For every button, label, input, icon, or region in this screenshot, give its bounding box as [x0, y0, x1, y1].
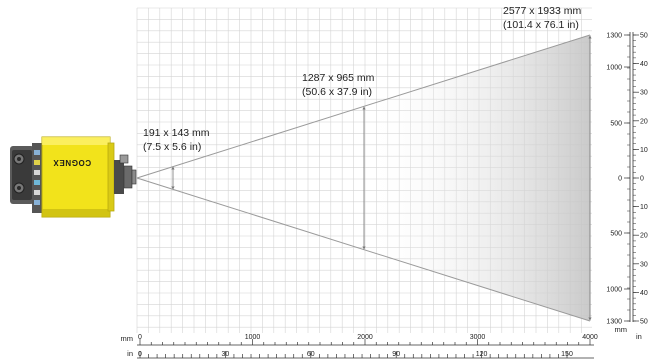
- right-axis-mm-tick-label: 0: [618, 176, 622, 183]
- right-axis-in-tick-label: 30: [640, 261, 648, 268]
- bottom-axis-in-tick-label: 150: [561, 351, 573, 358]
- bottom-axis-mm-tick-label: 2000: [357, 334, 373, 341]
- right-axis-mm-tick-label: 1300: [606, 33, 622, 40]
- right-axis-mm-tick-label: 1000: [606, 65, 622, 72]
- field-of-view-shading: [364, 35, 590, 321]
- right-axis-mm-tick-label: 1300: [606, 319, 622, 326]
- bottom-axis-in-tick-label: 90: [392, 351, 400, 358]
- annotation-near-in: (7.5 x 5.6 in): [143, 141, 201, 153]
- bottom-axis-mm-tick-label: 1000: [245, 334, 261, 341]
- right-axis-mm-tick-label: 500: [610, 121, 622, 128]
- right-axis-in-unit: in: [636, 332, 642, 341]
- bottom-axis-in-tick-label: 120: [476, 351, 488, 358]
- right-axis-in-tick-label: 50: [640, 33, 648, 40]
- dimension-arrows: [171, 35, 592, 321]
- bottom-axis-in-tick-label: 0: [138, 351, 142, 358]
- bottom-axis-in-tick-label: 60: [307, 351, 315, 358]
- camera-illustration: COGNEX: [10, 136, 137, 218]
- right-axis-mm-unit: mm: [615, 325, 628, 334]
- bottom-axis-in-tick-label: 30: [222, 351, 230, 358]
- annotation-mid: 1287 x 965 mm (50.6 x 37.9 in): [302, 72, 375, 98]
- brand-logo: COGNEX: [53, 158, 91, 167]
- right-axis-in-tick-label: 40: [640, 61, 648, 68]
- bottom-axis-mm-tick-label: 0: [138, 334, 142, 341]
- annotation-mid-in: (50.6 x 37.9 in): [302, 86, 372, 98]
- bottom-axis: mm in 0 1000 2000 3000 4000 0 30 60 90 120 150: [121, 334, 598, 359]
- lens-mount: [114, 160, 124, 194]
- annotation-far-in: (101.4 x 76.1 in): [503, 19, 579, 31]
- right-axis-in-tick-label: 20: [640, 233, 648, 240]
- annotation-near: 191 x 143 mm (7.5 x 5.6 in): [143, 127, 210, 153]
- right-axis-mm-tick-label: 1000: [606, 287, 622, 294]
- lens-barrel: [123, 165, 133, 189]
- bottom-axis-mm-tick-label: 3000: [470, 334, 486, 341]
- camera-housing: [41, 136, 111, 218]
- right-axis-in-tick-label: 30: [640, 90, 648, 97]
- bottom-axis-in-unit: in: [127, 349, 133, 358]
- bottom-axis-mm-unit: mm: [121, 334, 134, 343]
- annotation-far: 2577 x 1933 mm (101.4 x 76.1 in): [503, 5, 581, 31]
- annotation-far-mm: 2577 x 1933 mm: [503, 5, 581, 17]
- right-axis: 1300 1000 500 0 500 1000 1300 50 40 30 20 10 0 10 20 3…: [606, 32, 648, 341]
- bottom-axis-mm-tick-label: 4000: [582, 334, 598, 341]
- annotation-near-mm: 191 x 143 mm: [143, 127, 210, 139]
- status-panel: [32, 143, 42, 213]
- right-axis-in-tick-label: 10: [640, 147, 648, 154]
- right-axis-in-tick-label: 20: [640, 118, 648, 125]
- right-axis-in-tick-label: 10: [640, 204, 648, 211]
- right-axis-in-tick-label: 50: [640, 319, 648, 326]
- right-axis-in-tick-label: 0: [640, 176, 644, 183]
- annotation-mid-mm: 1287 x 965 mm: [302, 72, 375, 84]
- right-axis-in-tick-label: 40: [640, 290, 648, 297]
- right-axis-mm-tick-label: 500: [610, 231, 622, 238]
